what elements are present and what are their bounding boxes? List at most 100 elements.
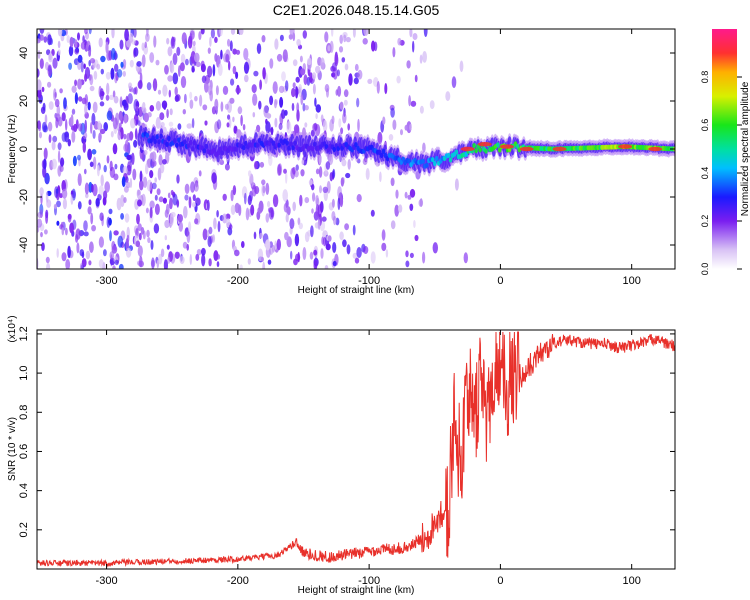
spectrogram-cell xyxy=(149,170,154,179)
spectrogram-cell xyxy=(52,57,58,69)
spectrogram-cell xyxy=(409,252,414,259)
spectrogram-cell xyxy=(88,50,91,57)
spectrogram-cell xyxy=(191,202,196,208)
spectrogram-cell xyxy=(295,86,299,99)
spectrogram-cell xyxy=(182,109,186,115)
spectrogram-cell xyxy=(52,135,58,143)
spectrogram-cell xyxy=(67,213,72,220)
spectrogram-cell xyxy=(109,230,112,242)
spectrogram-cell xyxy=(153,35,157,48)
spectrogram-cell xyxy=(112,117,118,130)
spectrogram-cell xyxy=(396,75,401,84)
spectrogram-cell xyxy=(377,131,383,145)
spectrogram-cell xyxy=(135,105,139,112)
spectrogram-cell xyxy=(292,166,296,175)
spectrogram-cell xyxy=(278,122,283,131)
spectrogram-cell xyxy=(100,55,106,63)
spectrogram-cell xyxy=(232,185,237,196)
spectrogram-cell xyxy=(265,182,270,195)
spectrogram-cell xyxy=(261,183,266,197)
spectrogram-cell xyxy=(392,119,397,131)
spectrogram-cell xyxy=(302,247,307,260)
spectrogram-cell xyxy=(143,112,149,123)
spectrogram-cell xyxy=(405,260,410,268)
snr-y-tick-label: 1.0 xyxy=(18,365,30,380)
spectrogram-cell xyxy=(331,211,336,221)
spectrogram-cell xyxy=(43,147,48,160)
spectrogram-cell xyxy=(414,74,418,83)
spectrogram-cell xyxy=(149,52,155,63)
spectrogram-cell xyxy=(454,178,459,191)
spectrogram-cell xyxy=(234,249,240,257)
spectrogram-cell xyxy=(379,171,382,183)
spectrogram-cell xyxy=(315,168,320,175)
spectrogram-cell xyxy=(184,93,187,104)
spectrogram-cell xyxy=(127,93,133,105)
spectrogram-cell xyxy=(70,114,74,125)
spectrogram-cell xyxy=(213,250,219,262)
spectrogram-cell xyxy=(122,59,127,68)
spectrogram-cell xyxy=(112,90,116,98)
spectrogram-cell xyxy=(118,263,124,269)
spectrogram-cell xyxy=(262,261,266,269)
spectrogram-cell xyxy=(88,260,92,266)
colorbar-tick-label: 0.0 xyxy=(700,263,710,276)
spectrogram-cell xyxy=(356,247,362,258)
spectrogram-cell xyxy=(198,31,202,41)
spectrogram-cell xyxy=(335,217,340,226)
spectrogram-cell xyxy=(269,95,274,106)
spectrogram-cell xyxy=(206,199,210,211)
spectrogram-cell xyxy=(88,199,92,206)
spectrogram-cell xyxy=(100,68,105,75)
spectrogram-cell xyxy=(303,74,308,86)
spectrogram-ridge xyxy=(137,122,675,177)
spectrogram-cell xyxy=(47,34,52,46)
spectrogram-cell xyxy=(108,94,115,100)
spectrogram-cell xyxy=(169,197,173,210)
spectrogram-cell xyxy=(174,251,180,259)
spectrogram-cell xyxy=(304,197,310,204)
spectrogram-cell xyxy=(78,96,83,102)
spectrogram-cell xyxy=(332,242,337,253)
snr-y-label: SNR (10 * v/v) xyxy=(7,417,18,481)
spectrogram-cell xyxy=(227,114,231,120)
spectrogram-ridge-core xyxy=(151,135,155,141)
spectrogram-cell xyxy=(292,59,298,67)
spectrogram-cell xyxy=(185,58,189,66)
spectrogram-cell xyxy=(413,220,416,228)
spectrogram-cell xyxy=(190,51,196,64)
spectrogram-cell xyxy=(63,97,67,110)
spectrogram-cell xyxy=(41,160,45,169)
spectrogram-cell xyxy=(126,154,132,161)
spectrogram-cell xyxy=(167,256,171,264)
spectrogram-cell xyxy=(118,110,123,121)
spectrogram-cell xyxy=(199,94,203,107)
spectrogram-cell xyxy=(45,191,49,203)
spectrogram-cell xyxy=(302,102,306,112)
spectrogram-cell xyxy=(208,258,212,267)
spectrogram-cell xyxy=(47,121,53,132)
spectrogram-cell xyxy=(77,54,83,64)
spectrogram-cell xyxy=(176,46,181,57)
spectrogram-cell xyxy=(225,218,231,228)
spectrogram-cell xyxy=(125,247,132,258)
spectrogram-cell xyxy=(109,251,115,260)
spectrogram-cell xyxy=(98,259,104,269)
spectrogram-cell xyxy=(65,227,68,236)
spectrogram-cell xyxy=(209,90,213,102)
spectrogram-cell xyxy=(154,203,160,215)
spectrogram-cell xyxy=(306,76,311,86)
spectrogram-cell xyxy=(55,117,59,129)
spectrogram-cell xyxy=(327,45,331,52)
spectrogram-cell xyxy=(124,29,129,42)
spectrogram-cell xyxy=(47,64,53,77)
spectrogram-cell xyxy=(186,123,193,129)
spectrogram-cell xyxy=(168,121,174,127)
spectrogram-cell xyxy=(48,134,52,144)
spectrogram-cell xyxy=(83,220,88,232)
spectrogram-cell xyxy=(253,161,258,170)
spectrogram-cell xyxy=(217,63,223,76)
spectrogram-cell xyxy=(138,232,142,241)
spectrogram-cell xyxy=(67,139,72,147)
spectrogram-cell xyxy=(258,100,262,110)
